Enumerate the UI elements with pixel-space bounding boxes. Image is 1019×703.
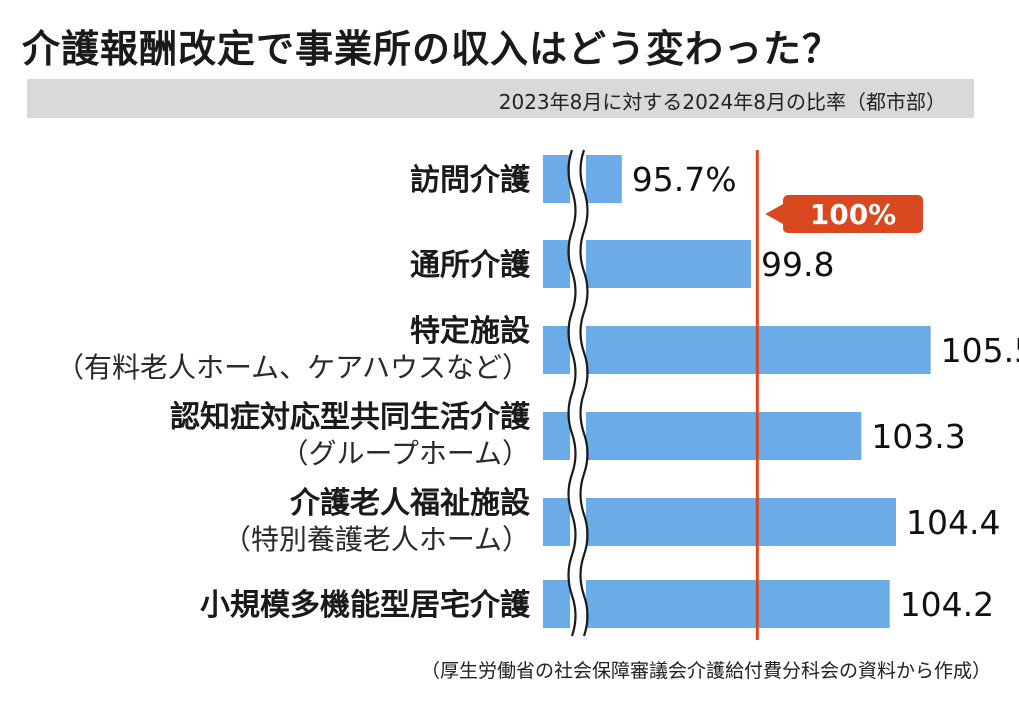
chart-subtitle: 2023年8月に対する2024年8月の比率（都市部） [498, 90, 946, 114]
reference-callout-pointer [765, 204, 783, 224]
value-label-2: 99.8 [761, 245, 834, 284]
category-label-3: 特定施設 [410, 314, 530, 349]
category-label-1: 訪問介護 [410, 163, 531, 198]
category-sublabel-3: （有料老人ホーム、ケアハウスなど） [56, 351, 530, 384]
category-label-2: 通所介護 [410, 248, 531, 283]
value-label-6: 104.2 [900, 585, 994, 624]
bar-5 [543, 498, 896, 546]
value-label-4: 103.3 [871, 417, 965, 456]
value-label-3: 105.5 [941, 331, 1019, 370]
category-label-4: 認知症対応型共同生活介護 [170, 400, 531, 435]
category-label-6: 小規模多機能型居宅介護 [200, 588, 531, 623]
chart-title: 介護報酬改定で事業所の収入はどう変わった？ [22, 27, 842, 71]
axis-break-left-line [567, 149, 577, 637]
axis-break-band [570, 150, 586, 636]
category-label-5: 介護老人福祉施設 [289, 486, 530, 521]
bar-3 [543, 326, 931, 374]
bar-6 [543, 580, 890, 628]
value-label-5: 104.4 [906, 503, 1000, 542]
value-label-1: 95.7% [632, 160, 737, 199]
bar-4 [543, 412, 862, 460]
category-sublabel-4: （グループホーム） [281, 437, 530, 470]
reference-callout-box [783, 195, 923, 233]
source-note: （厚生労働省の社会保障審議会介護給付費分科会の資料から作成） [420, 660, 991, 682]
axis-break-right-line [579, 149, 589, 637]
category-sublabel-5: （特別養護老人ホーム） [223, 523, 530, 556]
subtitle-bar: 2023年8月に対する2024年8月の比率（都市部） [27, 79, 974, 118]
reference-callout-label: 100% [810, 198, 897, 231]
